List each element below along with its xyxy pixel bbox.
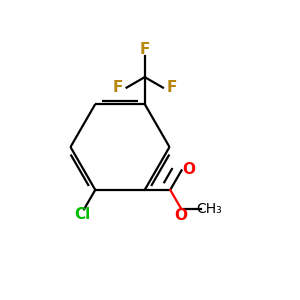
Text: F: F [166, 80, 176, 95]
Text: O: O [182, 162, 195, 177]
Text: CH₃: CH₃ [196, 202, 221, 216]
Text: F: F [113, 80, 123, 95]
Text: F: F [140, 42, 150, 57]
Text: Cl: Cl [74, 207, 91, 222]
Text: O: O [175, 208, 188, 223]
